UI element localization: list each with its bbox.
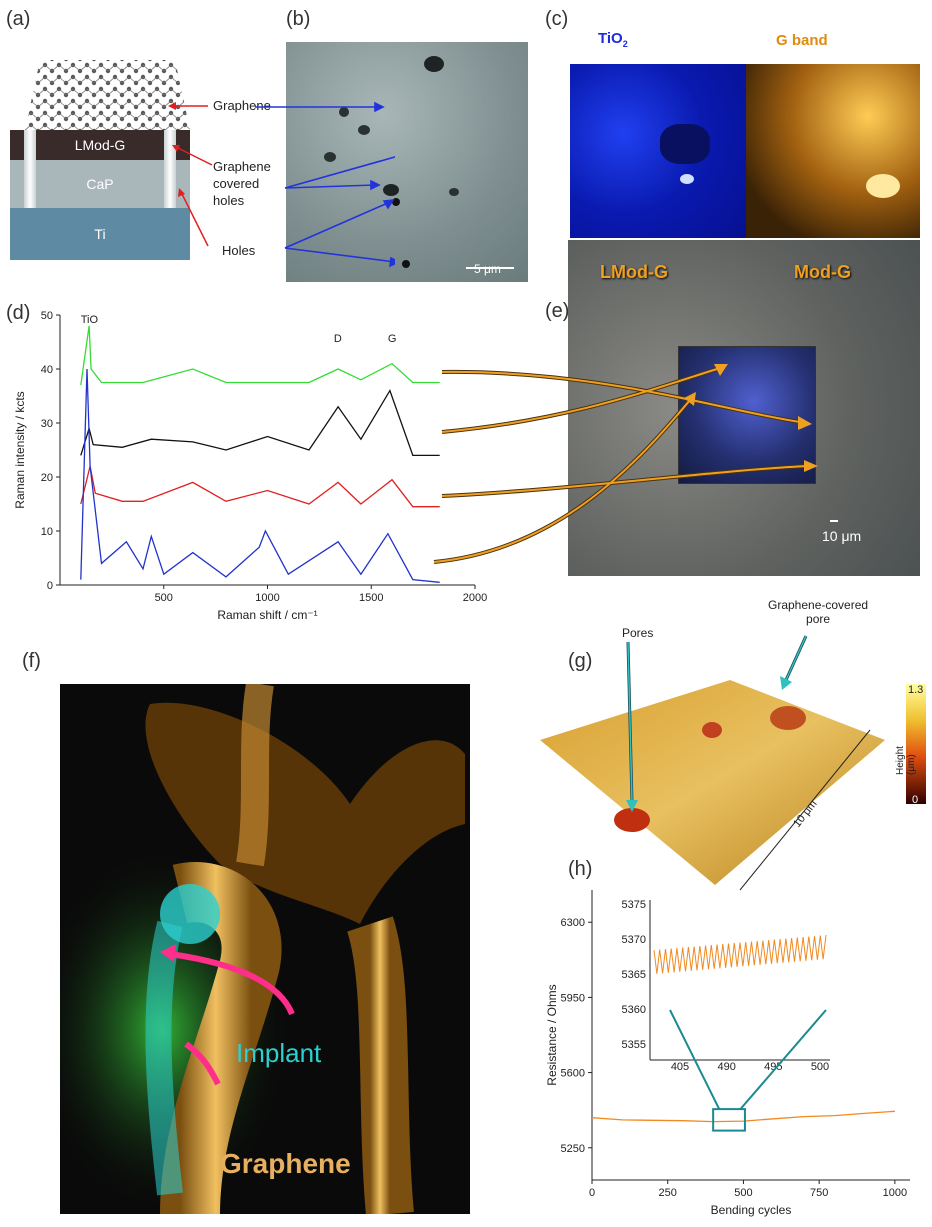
annotation-d: D: [334, 333, 342, 345]
bone-graphics: [60, 684, 465, 1214]
y-tick-label: 10: [41, 526, 53, 538]
callout-covered-holes: Graphene covered holes: [213, 159, 271, 208]
inset-y-tick-label: 5365: [622, 969, 646, 981]
layer-ti: Ti: [10, 208, 190, 260]
annotation-tio2: TiO: [81, 314, 99, 326]
inset-x-tick-label: 405: [671, 1061, 689, 1073]
panel-label-c: (c): [545, 8, 569, 30]
optical-overlay: [678, 346, 816, 484]
cbar-label: Height (μm): [895, 746, 917, 775]
inset-y-tick-label: 5360: [622, 1004, 646, 1016]
panel-b-arrows: [255, 101, 395, 268]
y-tick-label: 40: [41, 364, 53, 376]
inset-x-tick-label: 500: [811, 1061, 829, 1073]
sem-scale: 5 μm: [474, 262, 501, 276]
layer-cap: CaP: [10, 160, 190, 208]
x-tick-label: 1000: [883, 1187, 907, 1199]
y-tick-label: 50: [41, 310, 53, 322]
tio2-map-title: TiO2: [598, 30, 628, 49]
inset-x-tick-label: 495: [764, 1061, 782, 1073]
panel-label-a: (a): [6, 8, 31, 30]
resistance-chart: 0 250 500 750 1000 5250 5600 5950 6300 Bending cy…: [545, 890, 910, 1217]
afm-surface-graphic: [540, 680, 885, 891]
series-line-0: [80, 325, 440, 386]
implant-label: Implant: [236, 1038, 322, 1068]
height-colorbar: [906, 684, 926, 804]
zoom-box: [712, 1108, 746, 1132]
series-line-2: [80, 466, 440, 508]
gband-map-title: G band: [776, 32, 828, 49]
sem-features: [324, 56, 514, 269]
x-tick-label: 500: [155, 592, 173, 604]
y-axis-label: Resistance / Ohms: [545, 984, 559, 1085]
y-tick-label: 20: [41, 472, 53, 484]
raman-chart: 500 1000 1500 2000 0 10 20 30 40 50 Raman shift / …: [13, 310, 487, 622]
d-to-e-arrows: [433, 364, 818, 564]
graphene-lattice: [25, 60, 190, 130]
panel-label-d: (d): [6, 302, 31, 324]
panel-label-g: (g): [568, 650, 593, 672]
inset-series-line: [653, 934, 827, 974]
hole-right: [164, 130, 176, 208]
inset-y-tick-label: 5375: [622, 899, 646, 911]
x-tick-label: 2000: [463, 592, 487, 604]
implant-illustration: Implant Graphene: [60, 684, 470, 1214]
x-tick-label: 0: [589, 1187, 595, 1199]
cbar-min: 0: [912, 794, 919, 806]
x-tick-label: 750: [810, 1187, 828, 1199]
annotation-g: G: [388, 333, 397, 345]
x-tick-label: 1500: [359, 592, 383, 604]
layer-lmod: LMod-G: [10, 130, 190, 160]
inset-y-tick-label: 5355: [622, 1039, 646, 1051]
inset-y-tick-label: 5370: [622, 934, 646, 946]
afm-arrows: [626, 635, 808, 812]
x-axis-label: Raman shift / cm⁻¹: [217, 608, 317, 622]
panel-label-f: (f): [22, 650, 41, 672]
x-axis-label: Bending cycles: [711, 1203, 792, 1217]
y-tick-label: 5950: [561, 992, 585, 1004]
optical-image: LMod-G Mod-G 10 μm: [568, 240, 920, 576]
y-tick-label: 0: [47, 580, 53, 592]
panel-a-arrows: [168, 102, 213, 247]
zoom-arrow-right: [739, 1009, 827, 1110]
cbar-max: 1.3: [908, 684, 924, 696]
x-tick-label: 250: [659, 1187, 677, 1199]
tio2-map: [570, 64, 746, 238]
callout-graphene: Graphene: [213, 98, 271, 113]
inset-x-tick-label: 490: [717, 1061, 735, 1073]
hole-left: [24, 130, 36, 208]
afm-3d-surface: 10 μm: [540, 680, 890, 900]
series-line-3: [80, 368, 440, 583]
panel-label-b: (b): [286, 8, 311, 30]
x-tick-label: 1000: [255, 592, 279, 604]
covered-pore-label: Graphene-covered pore: [768, 598, 869, 626]
sem-image: 5 μm: [286, 42, 528, 282]
pores-label: Pores: [622, 626, 654, 640]
y-axis-label: Raman intensity / kcts: [13, 391, 27, 508]
optical-scale: 10 μm: [822, 528, 862, 544]
y-tick-label: 30: [41, 418, 53, 430]
y-tick-label: 5600: [561, 1068, 585, 1080]
panel-label-h: (h): [568, 858, 593, 880]
series-line-0: [591, 1110, 895, 1123]
y-tick-label: 5250: [561, 1143, 585, 1155]
y-tick-label: 6300: [561, 917, 585, 929]
optical-lmod-label: LMod-G: [600, 262, 668, 282]
zoom-arrow-left: [669, 1009, 721, 1110]
optical-mod-label: Mod-G: [794, 262, 851, 282]
series-line-1: [80, 389, 440, 457]
callout-holes: Holes: [222, 243, 256, 258]
panel-a-schematic: LMod-G CaP Ti: [0, 50, 290, 270]
x-tick-label: 500: [734, 1187, 752, 1199]
gband-map: [746, 64, 920, 238]
graphene-label: Graphene: [220, 1148, 351, 1179]
panel-label-e: (e): [545, 300, 570, 322]
